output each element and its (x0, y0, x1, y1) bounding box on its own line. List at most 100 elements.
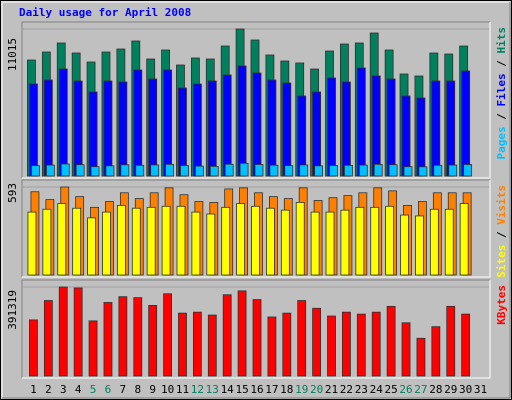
bar (310, 211, 320, 276)
bar (148, 304, 158, 377)
bar (206, 213, 216, 276)
bar (118, 81, 128, 177)
x-tick-label: 17 (265, 383, 278, 396)
bar (388, 164, 398, 177)
legend: Sites / Visits (495, 185, 508, 278)
bar (386, 305, 396, 377)
bar (280, 209, 290, 276)
legend: Pages / Files / Hits (495, 27, 508, 160)
bar (42, 208, 52, 276)
bar (327, 315, 336, 377)
bar (386, 78, 396, 177)
x-tick-label: 5 (90, 383, 97, 396)
bar (400, 214, 409, 276)
x-tick-label: 16 (250, 383, 263, 396)
x-tick-label: 1 (30, 383, 37, 396)
panel-bevel-light (22, 180, 491, 278)
x-tick-label: 13 (206, 383, 219, 396)
bar (340, 209, 350, 276)
bar (373, 163, 383, 177)
bar (415, 215, 424, 276)
bar (314, 165, 324, 177)
x-tick-label: 4 (75, 383, 82, 396)
x-tick-label: 29 (444, 383, 457, 396)
x-tick-label: 18 (280, 383, 293, 396)
bar (224, 163, 234, 177)
bar (325, 211, 335, 276)
bar (176, 205, 186, 276)
panel-bevel-light (22, 280, 491, 379)
bar (103, 302, 113, 377)
bar (148, 78, 158, 177)
bar (103, 80, 113, 177)
x-tick-label: 9 (149, 383, 156, 396)
legend-entry: Visits (495, 185, 508, 225)
bar (118, 296, 128, 377)
bar (60, 163, 70, 177)
bar (371, 75, 381, 177)
bar (57, 203, 67, 276)
bar (237, 290, 247, 377)
panel-bevel-dark (21, 21, 490, 178)
legend-entry: Files (495, 73, 508, 106)
x-tick-label: 21 (325, 383, 338, 396)
bar (299, 164, 309, 177)
bar (254, 164, 264, 177)
x-tick-label: 27 (414, 383, 427, 396)
x-tick-label: 28 (429, 383, 442, 396)
bar (222, 74, 232, 177)
bar (163, 293, 172, 377)
bar (266, 207, 275, 276)
bar (312, 307, 322, 377)
bar (356, 313, 366, 377)
bar (75, 164, 85, 177)
chart-title: Daily usage for April 2008 (19, 6, 191, 19)
legend-separator: / (495, 107, 508, 127)
bar (45, 164, 55, 177)
x-tick-label: 31 (474, 383, 487, 396)
x-tick-label: 30 (459, 383, 472, 396)
bar (29, 83, 38, 177)
bar (356, 67, 366, 177)
bar (102, 211, 111, 276)
bar (207, 80, 217, 177)
bar (120, 164, 130, 177)
bar (282, 312, 292, 377)
bar (295, 202, 305, 276)
bar (463, 164, 473, 177)
bar (358, 164, 368, 177)
bar (163, 69, 172, 177)
legend-entry: KBytes (495, 285, 508, 325)
bar (58, 286, 68, 377)
bar (416, 337, 426, 377)
bar (269, 164, 279, 177)
bar (191, 211, 201, 276)
bar (236, 203, 245, 276)
legend-separator: / (495, 225, 508, 245)
bar (178, 87, 187, 177)
bar (267, 316, 277, 377)
bar (135, 164, 145, 177)
y-tick-label: 391319 (6, 290, 19, 330)
bar (416, 97, 426, 177)
bar (355, 206, 365, 276)
bar (342, 81, 351, 177)
bar (207, 314, 217, 377)
bar (418, 166, 428, 177)
bar (282, 82, 292, 177)
bar (429, 208, 439, 276)
bar (221, 206, 231, 276)
bar (29, 319, 38, 377)
bar (252, 72, 262, 177)
bar (58, 68, 68, 177)
bar (267, 79, 277, 177)
bar (27, 211, 37, 276)
bar (133, 69, 143, 177)
x-tick-label: 20 (310, 383, 323, 396)
bar (461, 313, 471, 377)
bar (431, 326, 441, 377)
bar (73, 287, 83, 377)
bar (401, 95, 411, 177)
bar (401, 322, 411, 377)
